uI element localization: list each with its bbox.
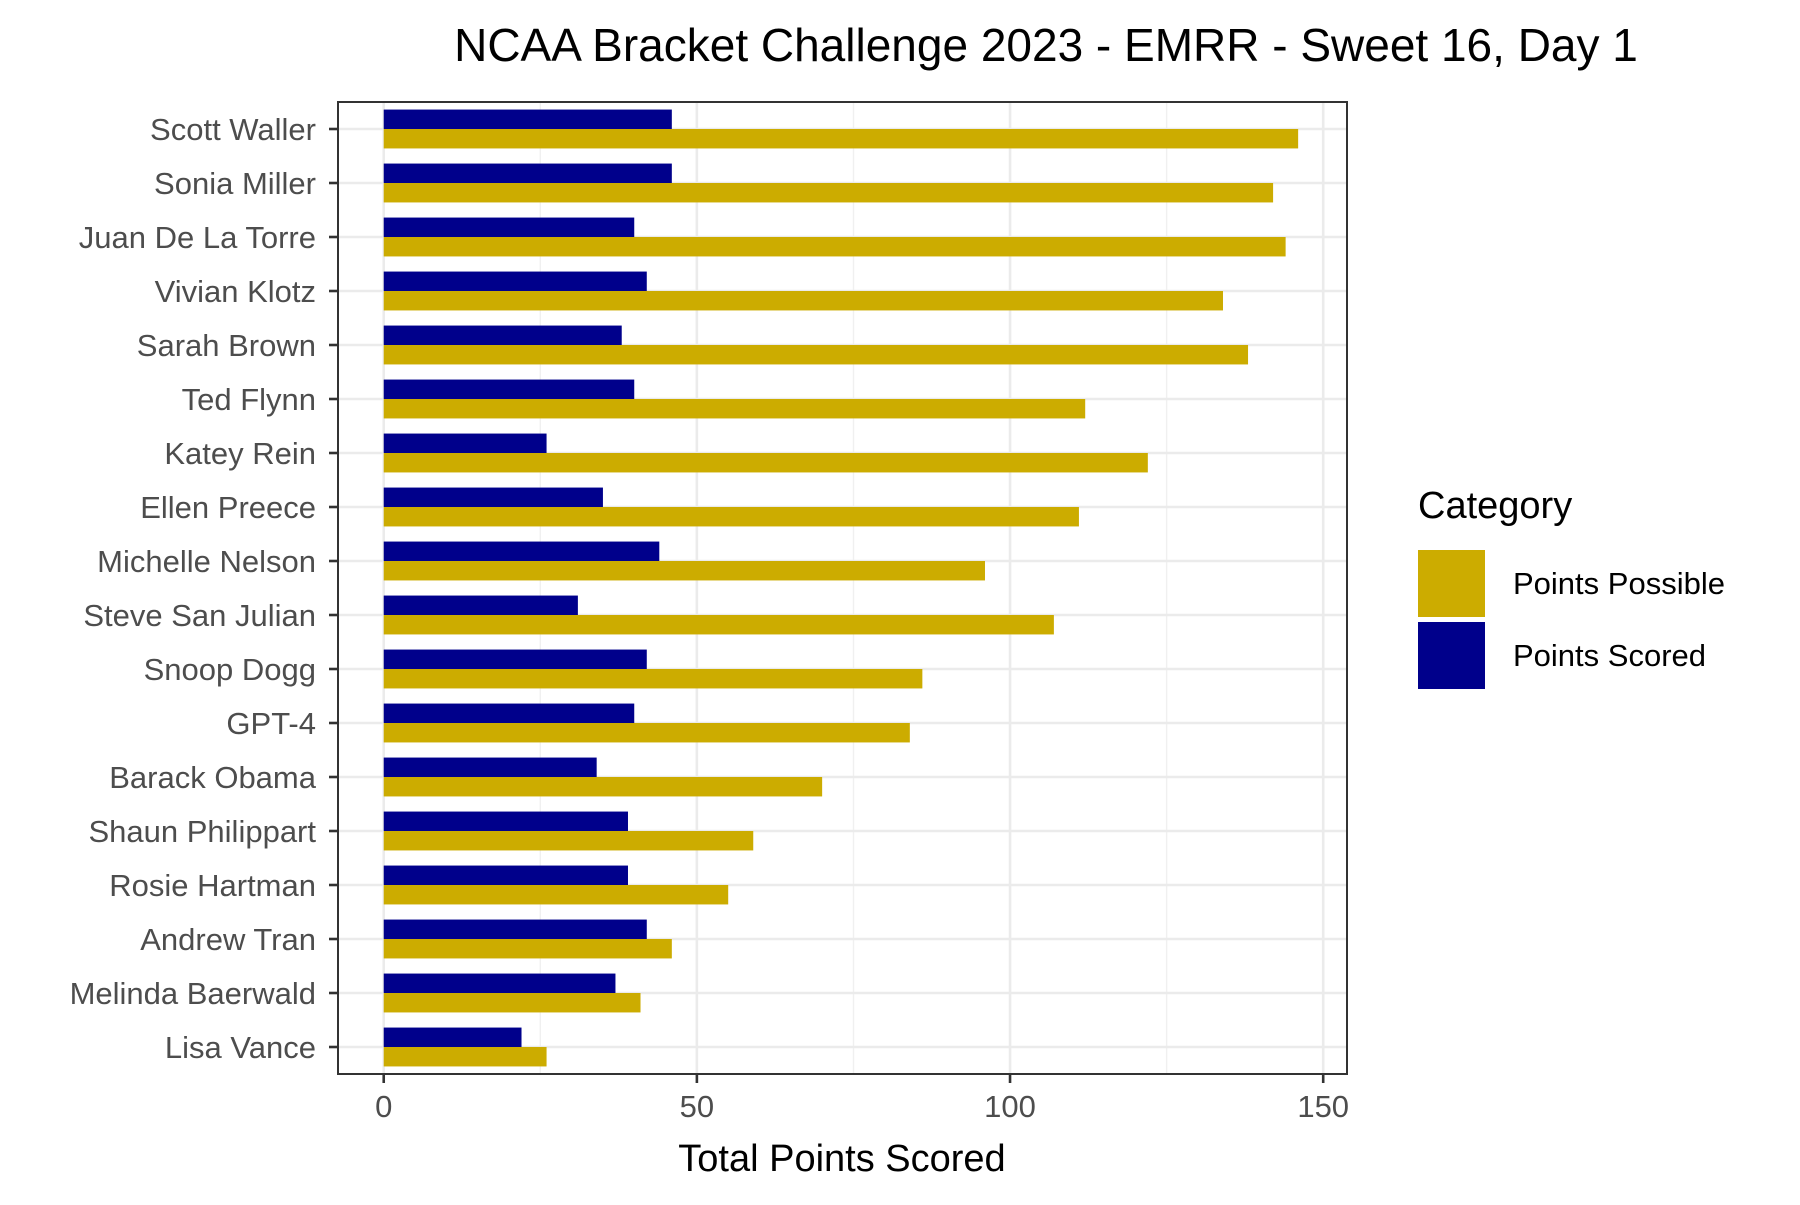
bar-points-possible — [383, 777, 823, 797]
y-tick-label: Michelle Nelson — [97, 544, 316, 579]
bar-points-scored — [383, 379, 635, 399]
bar-points-possible — [383, 507, 1079, 527]
bar-points-scored — [383, 109, 672, 129]
y-tick-label: Steve San Julian — [83, 598, 316, 633]
y-tick-label: Melinda Baerwald — [70, 976, 316, 1011]
bar-points-possible — [383, 237, 1286, 257]
bar-points-scored — [383, 325, 622, 345]
bar-points-scored — [383, 541, 660, 561]
bar-points-possible — [383, 723, 910, 743]
legend: Category Points Possible Points Scored — [1418, 485, 1725, 689]
y-tick-label: Katey Rein — [164, 436, 316, 471]
y-tick-label: GPT-4 — [226, 706, 316, 741]
bar-points-possible — [383, 183, 1274, 203]
legend-key — [1418, 550, 1485, 617]
bar-points-scored — [383, 433, 547, 453]
plot-panel — [338, 102, 1347, 1074]
y-tick-label: Lisa Vance — [165, 1030, 316, 1065]
bar-points-scored — [383, 973, 616, 993]
bar-points-scored — [383, 865, 628, 885]
bar-points-scored — [383, 703, 635, 723]
y-tick-label: Sonia Miller — [154, 166, 316, 201]
y-tick-label: Vivian Klotz — [155, 274, 316, 309]
bar-points-scored — [383, 757, 597, 777]
bar-points-possible — [383, 993, 641, 1013]
bar-points-possible — [383, 561, 985, 581]
bar-points-scored — [383, 217, 635, 237]
x-tick-label: 50 — [680, 1089, 714, 1124]
bar-points-possible — [383, 939, 672, 959]
y-tick-label: Barack Obama — [109, 760, 317, 795]
y-tick-label: Ellen Preece — [140, 490, 316, 525]
bar-points-scored — [383, 649, 647, 669]
x-tick-label: 150 — [1297, 1089, 1349, 1124]
y-tick-label: Shaun Philippart — [89, 814, 317, 849]
bar-points-possible — [383, 831, 754, 851]
bar-points-possible — [383, 615, 1054, 635]
bar-points-scored — [383, 163, 672, 183]
x-tick-label: 0 — [375, 1089, 392, 1124]
chart-title: NCAA Bracket Challenge 2023 - EMRR - Swe… — [454, 19, 1638, 71]
legend-title: Category — [1418, 485, 1572, 527]
y-tick-label: Juan De La Torre — [79, 220, 316, 255]
bar-points-possible — [383, 885, 729, 905]
bar-points-scored — [383, 271, 647, 291]
bar-points-scored — [383, 1027, 522, 1047]
y-tick-label: Snoop Dogg — [144, 652, 316, 687]
bar-points-possible — [383, 669, 923, 689]
y-tick-label: Scott Waller — [150, 112, 316, 147]
bar-points-scored — [383, 595, 578, 615]
bar-points-scored — [383, 919, 647, 939]
x-axis-label: Total Points Scored — [678, 1138, 1005, 1180]
bar-points-possible — [383, 129, 1299, 149]
bar-points-possible — [383, 291, 1223, 311]
bar-points-scored — [383, 811, 628, 831]
y-tick-label: Rosie Hartman — [109, 868, 316, 903]
bar-points-scored — [383, 487, 603, 507]
x-tick-label: 100 — [984, 1089, 1036, 1124]
bar-points-possible — [383, 453, 1148, 473]
legend-label: Points Scored — [1513, 638, 1706, 673]
bar-points-possible — [383, 345, 1249, 365]
y-tick-label: Ted Flynn — [182, 382, 316, 417]
y-tick-label: Sarah Brown — [137, 328, 316, 363]
bar-points-possible — [383, 1047, 547, 1067]
y-tick-label: Andrew Tran — [140, 922, 316, 957]
bar-points-possible — [383, 399, 1086, 419]
panel-border — [337, 101, 1348, 1075]
legend-key — [1418, 622, 1485, 689]
legend-label: Points Possible — [1513, 566, 1725, 601]
